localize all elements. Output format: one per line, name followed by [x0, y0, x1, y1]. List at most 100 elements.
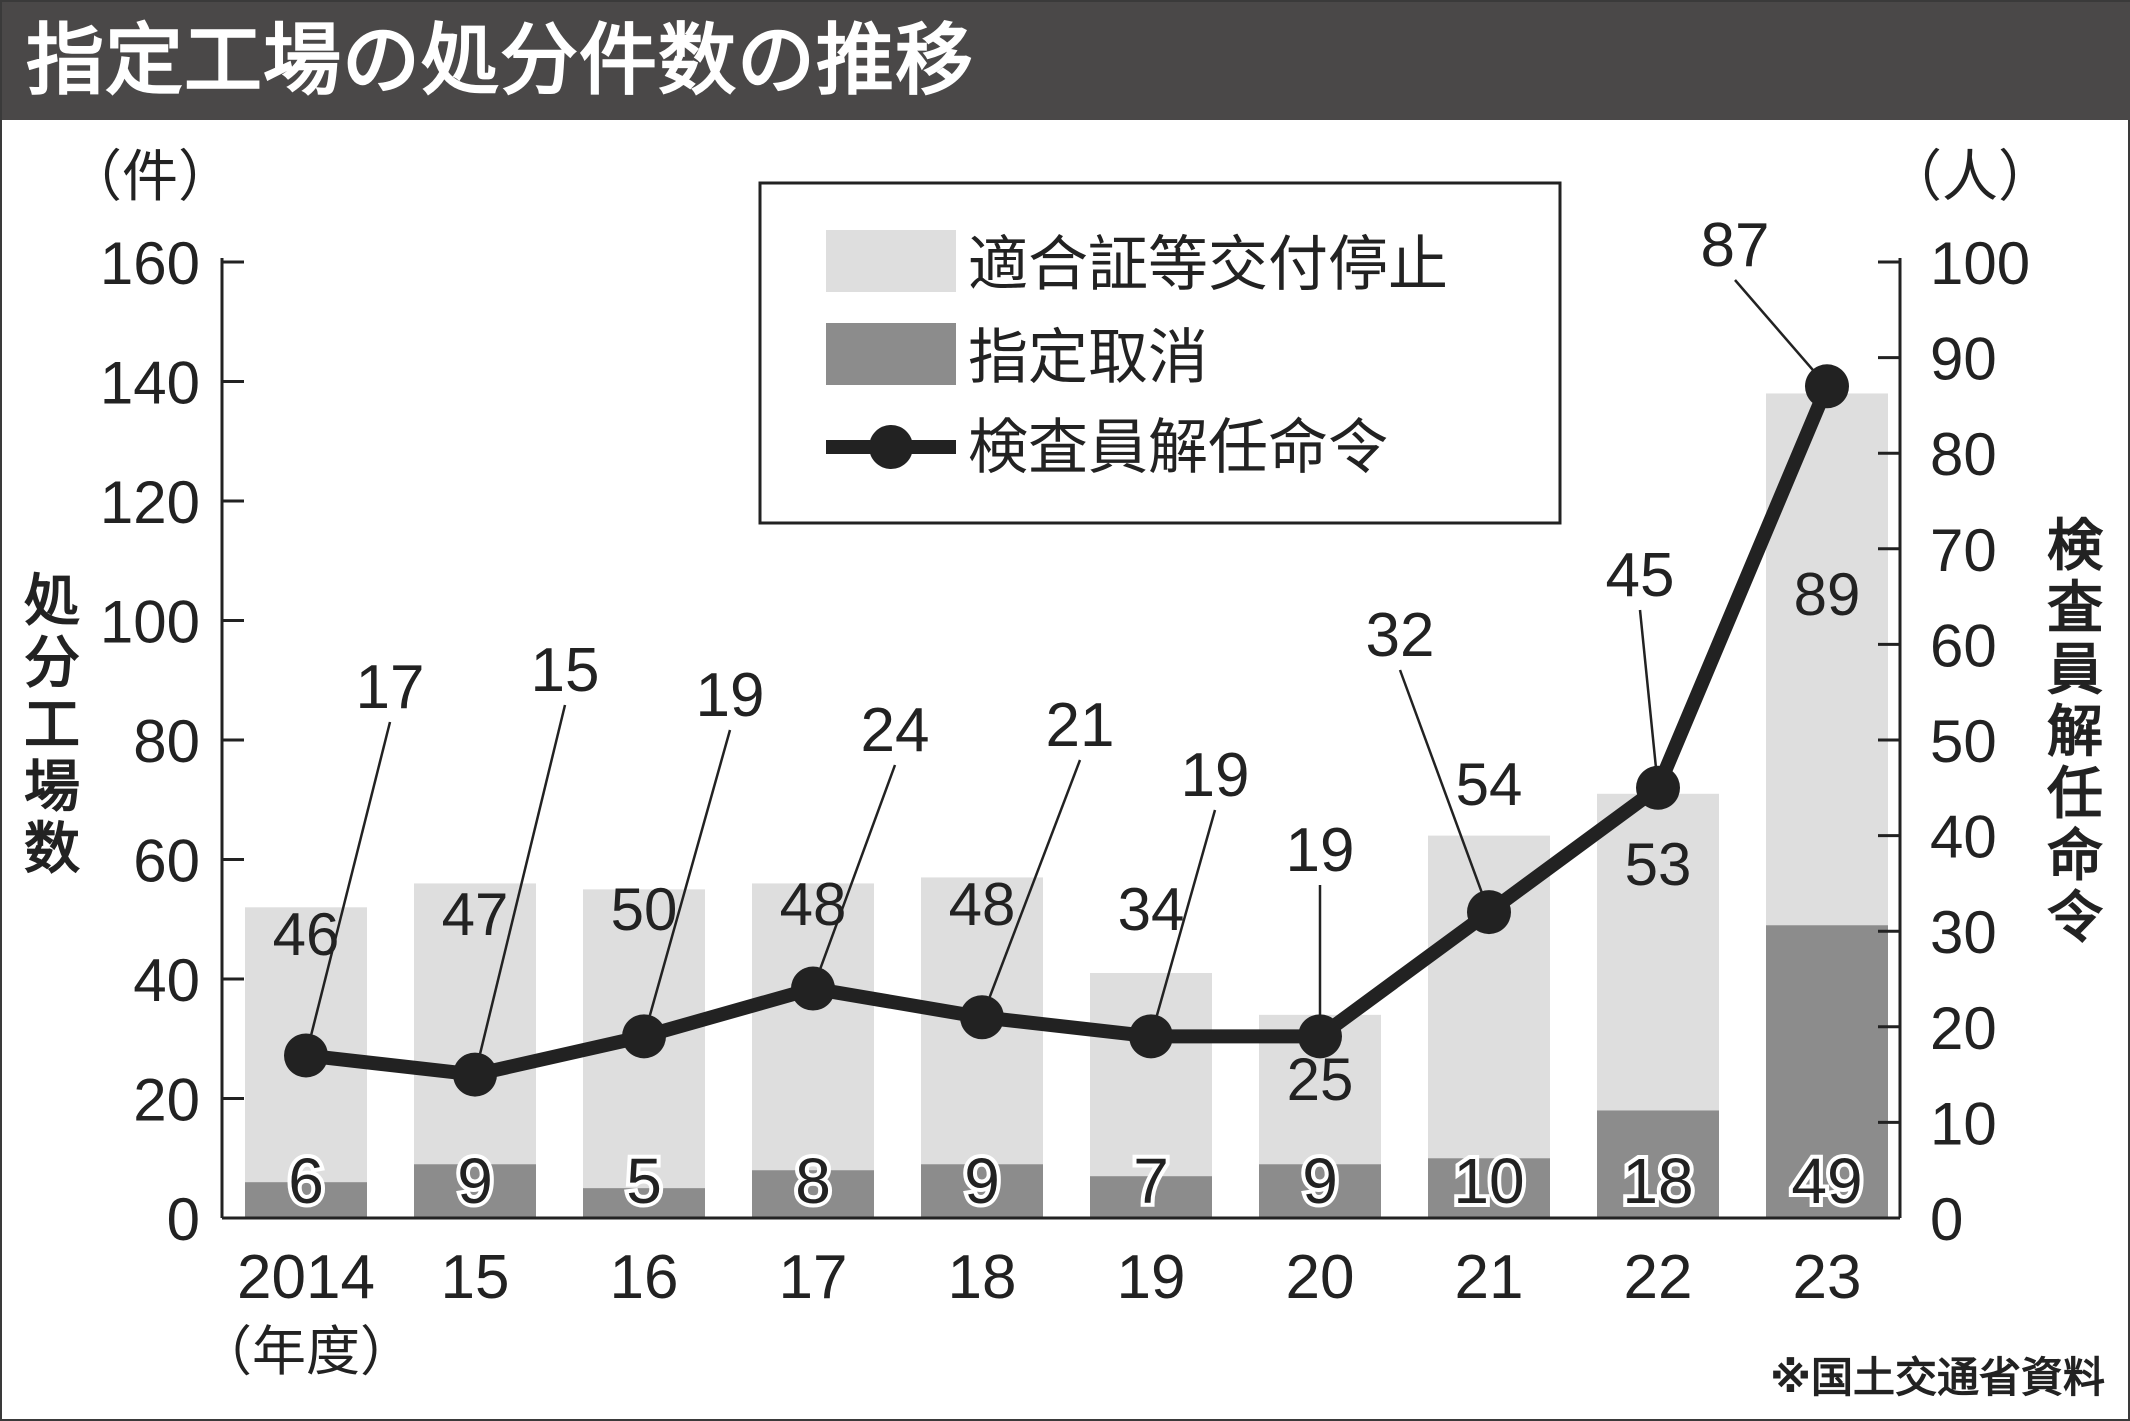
- bar-stop-17: [752, 883, 874, 1171]
- y-right-tick-label: 20: [1930, 995, 1997, 1062]
- line-value-label: 19: [1181, 741, 1250, 810]
- bar-cancel-value-label: 8: [795, 1145, 831, 1217]
- y-left-title-char: 分: [24, 631, 80, 696]
- y-right-tick-label: 90: [1930, 326, 1997, 393]
- x-tick-label: 2014: [237, 1243, 375, 1312]
- y-right-tick-label: 0: [1930, 1186, 1963, 1253]
- bar-cancel-23: [1766, 925, 1888, 1218]
- y-right-title-char: 命: [2047, 824, 2103, 889]
- line-value-label: 32: [1366, 601, 1435, 670]
- line-callout-leader: [1398, 669, 1491, 913]
- y-right-title-char: 検: [2047, 514, 2104, 579]
- x-tick-label: 20: [1286, 1243, 1355, 1312]
- legend-label-stop: 適合証等交付停止: [968, 230, 1448, 300]
- line-value-label: 17: [356, 653, 425, 722]
- bar-stop-value-label: 89: [1794, 561, 1861, 628]
- line-point-marker: [791, 966, 835, 1011]
- line-callout-leader: [1638, 609, 1660, 788]
- y-left-tick-label: 120: [100, 469, 200, 536]
- line-value-label: 21: [1046, 691, 1115, 760]
- x-tick-label: 18: [948, 1243, 1017, 1312]
- line-callout-leader: [811, 764, 897, 989]
- x-tick-label: 16: [610, 1243, 679, 1312]
- legend-label-line: 検査員解任命令: [968, 413, 1388, 483]
- bar-cancel-15: [414, 1164, 536, 1218]
- bar-cancel-19: [1090, 1176, 1212, 1218]
- legend-swatch-cancel: [826, 323, 956, 385]
- line-value-label: 24: [861, 696, 930, 765]
- bar-cancel-value-label: 9: [1302, 1145, 1338, 1217]
- bar-cancel-20: [1259, 1164, 1381, 1218]
- y-right-title-char: 任: [2047, 762, 2103, 827]
- y-left-title-char: 処: [24, 569, 80, 634]
- bar-stop-value-label: 34: [1118, 876, 1185, 943]
- x-tick-label: 15: [441, 1243, 510, 1312]
- y-left-title-char: 数: [24, 817, 80, 882]
- y-right-tick-label: 60: [1930, 612, 1997, 679]
- line-callout-leader: [642, 729, 732, 1037]
- y-right-title-char: 令: [2047, 886, 2104, 951]
- x-tick-label: 22: [1624, 1243, 1693, 1312]
- bar-cancel-16: [583, 1188, 705, 1218]
- x-tick-label: 23: [1793, 1243, 1862, 1312]
- y-right-tick-label: 30: [1930, 899, 1997, 966]
- source-note: ※国土交通省資料: [1770, 1353, 2105, 1402]
- x-tick-label: 17: [779, 1243, 848, 1312]
- bar-cancel-value-label: 18: [1622, 1145, 1693, 1217]
- line-point-marker: [1636, 765, 1680, 810]
- y-right-tick-label: 100: [1930, 230, 2030, 297]
- title-bar: 指定工場の処分件数の推移: [2, 2, 2130, 120]
- bar-cancel-value-label: 49: [1791, 1145, 1862, 1217]
- line-value-label: 15: [531, 636, 600, 705]
- y-right-title-char: 査: [2047, 576, 2103, 641]
- bar-stop-19: [1090, 973, 1212, 1177]
- y-right-tick-label: 70: [1930, 517, 1997, 584]
- bar-cancel-2014: [245, 1182, 367, 1218]
- y-right-tick-label: 10: [1930, 1090, 1997, 1157]
- y-left-tick-label: 0: [167, 1186, 200, 1253]
- line-value-label: 19: [696, 661, 765, 730]
- y-left-tick-label: 140: [100, 350, 200, 417]
- line-point-marker: [284, 1033, 328, 1078]
- line-callout-leader: [1149, 809, 1217, 1037]
- line-value-label: 45: [1606, 541, 1675, 610]
- bar-cancel-17: [752, 1170, 874, 1218]
- line-callout-leader: [473, 704, 567, 1075]
- bar-cancel-value-label: 6: [288, 1145, 324, 1217]
- bar-cancel-21: [1428, 1158, 1550, 1218]
- y-right-tick-label: 80: [1930, 421, 1997, 488]
- y-left-title-char: 工: [24, 693, 80, 758]
- legend-swatch-marker: [869, 425, 913, 469]
- bar-stop-value-label: 47: [442, 881, 509, 948]
- bar-stop-15: [414, 883, 536, 1165]
- bar-cancel-22: [1597, 1110, 1719, 1218]
- line-point-marker: [1467, 890, 1511, 935]
- line-callout-leader: [980, 759, 1082, 1018]
- bar-stop-value-label: 50: [611, 876, 678, 943]
- line-callout-leader: [304, 721, 392, 1056]
- bar-stop-value-label: 46: [273, 901, 340, 968]
- bar-cancel-value-label: 10: [1453, 1145, 1524, 1217]
- bar-cancel-value-label: 9: [964, 1145, 1000, 1217]
- y-right-tick-label: 40: [1930, 804, 1997, 871]
- y-right-title-char: 員: [2047, 638, 2103, 703]
- bar-cancel-value-label: 7: [1133, 1145, 1169, 1217]
- chart-title: 指定工場の処分件数の推移: [26, 16, 975, 106]
- line-value-label: 87: [1701, 211, 1770, 280]
- y-left-tick-label: 20: [133, 1067, 200, 1134]
- y-right-title-char: 解: [2047, 700, 2103, 765]
- line-value-label: 19: [1286, 816, 1355, 885]
- line-point-marker: [1298, 1014, 1342, 1059]
- y-left-unit: （件）: [66, 145, 234, 210]
- x-tick-label: 19: [1117, 1243, 1186, 1312]
- y-left-title-char: 場: [24, 755, 80, 820]
- y-left-tick-label: 80: [133, 708, 200, 775]
- x-unit-label: （年度）: [198, 1320, 414, 1383]
- y-left-tick-label: 40: [133, 947, 200, 1014]
- line-callout-leader: [1734, 279, 1828, 388]
- legend-swatch-stop: [826, 230, 956, 292]
- y-right-unit: （人）: [1886, 145, 2054, 210]
- line-point-marker: [1805, 364, 1849, 409]
- line-point-marker: [960, 995, 1004, 1040]
